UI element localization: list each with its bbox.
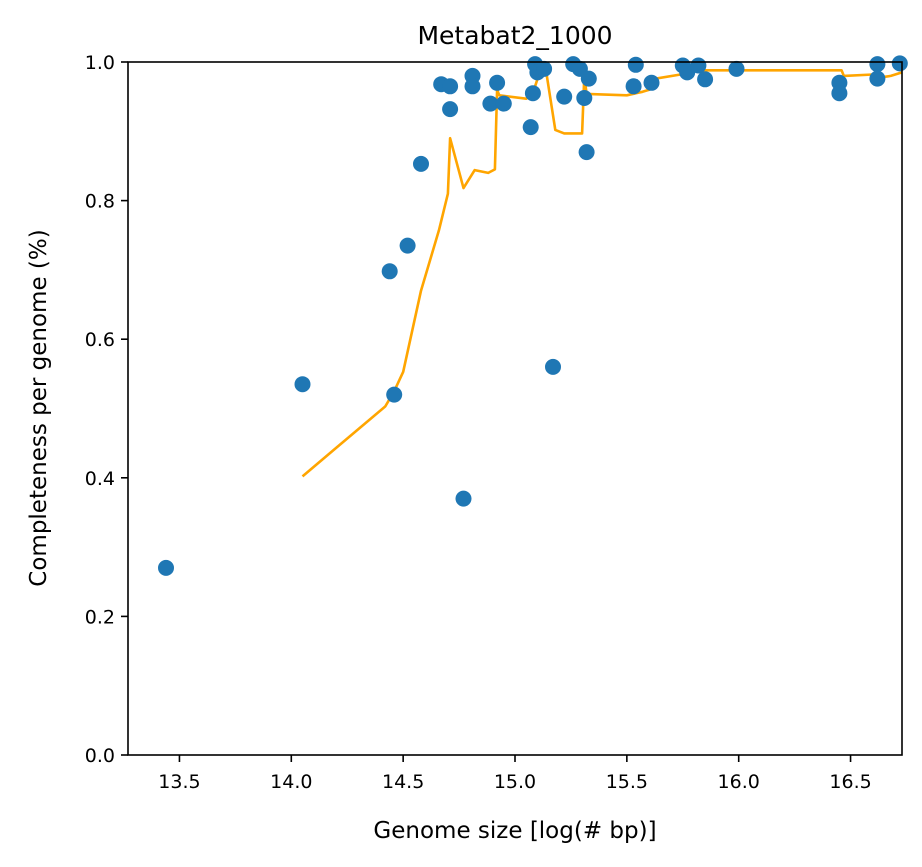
chart-title: Metabat2_1000 (417, 21, 612, 50)
data-point (580, 70, 597, 87)
data-point (442, 78, 459, 95)
data-point (413, 155, 429, 172)
data-point (869, 70, 886, 87)
data-point (464, 78, 481, 95)
data-point (524, 85, 541, 102)
data-point (728, 60, 745, 77)
x-tick-label: 13.5 (158, 771, 200, 793)
data-point (294, 376, 311, 393)
x-tick-label: 14.0 (270, 771, 312, 793)
data-point (381, 263, 398, 280)
y-tick-label: 0.0 (85, 745, 115, 767)
y-tick-label: 0.4 (85, 468, 115, 490)
x-axis-label: Genome size [log(# bp)] (373, 818, 656, 844)
data-point (556, 88, 573, 105)
data-point (536, 60, 553, 77)
data-point (891, 55, 908, 72)
data-point (482, 95, 499, 112)
y-tick-label: 1.0 (85, 52, 115, 74)
x-tick-label: 16.0 (718, 771, 760, 793)
data-point (697, 71, 714, 88)
data-point (578, 144, 595, 161)
data-point (399, 237, 416, 254)
x-tick-label: 15.5 (606, 771, 648, 793)
data-point (545, 358, 561, 375)
data-point (489, 74, 506, 91)
data-point (495, 95, 512, 112)
plot-frame (127, 61, 903, 756)
y-tick-label: 0.2 (85, 606, 115, 628)
data-point (831, 85, 848, 102)
data-point (625, 78, 642, 95)
y-tick-label: 0.8 (85, 191, 115, 213)
data-point (386, 386, 403, 403)
data-point (442, 101, 459, 118)
y-axis: 0.0 0.2 0.4 0.6 0.8 1.0 (85, 52, 128, 767)
x-axis: 13.5 14.0 14.5 15.0 15.5 16.0 16.5 (158, 755, 872, 793)
scatter-points-layer (158, 55, 908, 576)
x-tick-label: 14.5 (382, 771, 424, 793)
data-point (643, 74, 660, 91)
y-tick-label: 0.6 (85, 329, 115, 351)
data-point (627, 56, 644, 73)
data-point (455, 490, 472, 507)
x-tick-label: 16.5 (829, 771, 871, 793)
x-tick-label: 15.0 (494, 771, 536, 793)
plot-area (158, 55, 908, 576)
data-point (522, 119, 539, 136)
data-point (869, 56, 886, 73)
data-point (158, 559, 174, 576)
data-point (690, 57, 707, 74)
data-point (576, 90, 593, 106)
y-axis-label: Completeness per genome (%) (26, 229, 52, 586)
